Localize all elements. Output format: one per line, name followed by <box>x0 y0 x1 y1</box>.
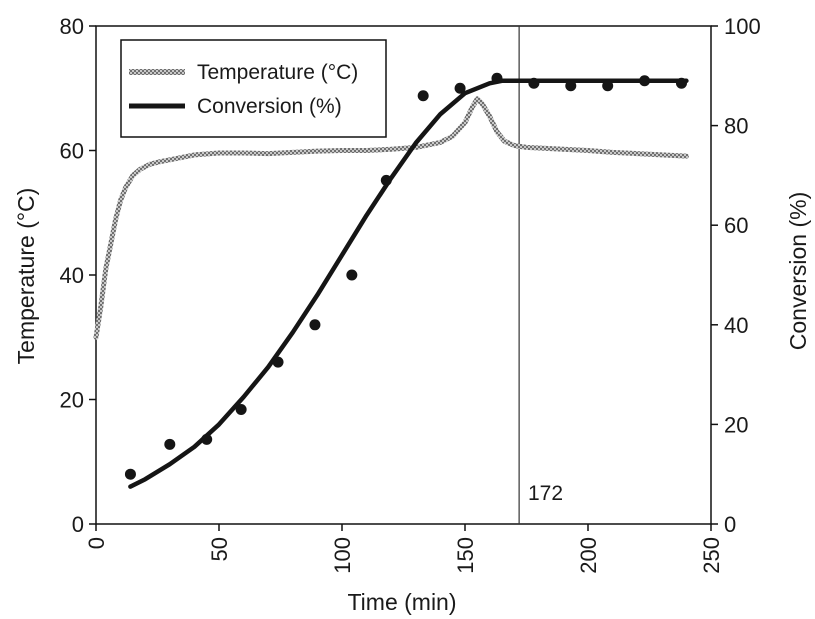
conversion-data-point <box>346 269 358 281</box>
conversion-fit-line <box>128 78 689 489</box>
legend-box <box>120 39 387 138</box>
x-tick-label: 150 <box>453 537 478 574</box>
y-left-tick-label: 0 <box>72 512 84 537</box>
conversion-data-point <box>201 433 213 445</box>
x-tick-label: 200 <box>576 537 601 574</box>
x-tick-label: 50 <box>207 537 232 561</box>
y-left-tick-label: 40 <box>60 263 84 288</box>
legend-label-temperature: Temperature (°C) <box>197 61 358 84</box>
conversion-data-point <box>417 90 429 102</box>
conversion-data-point <box>565 80 577 92</box>
conversion-data-point <box>380 174 392 186</box>
conversion-data-point <box>309 319 321 331</box>
legend-label-conversion: Conversion (%) <box>197 95 342 118</box>
x-tick-label: 100 <box>330 537 355 574</box>
y-left-tick-label: 20 <box>60 388 84 413</box>
series-group <box>93 72 689 489</box>
conversion-data-point <box>164 438 176 450</box>
conversion-data-point <box>639 75 651 87</box>
conversion-data-point <box>272 356 284 368</box>
conversion-data-point <box>528 77 540 89</box>
y-right-axis-title: Conversion (%) <box>785 192 811 351</box>
conversion-data-point <box>602 80 614 92</box>
legend-swatch-temperature <box>129 69 185 75</box>
conversion-data-point <box>124 468 136 480</box>
y-right-tick-label: 80 <box>724 114 748 139</box>
annotation-label: 172 <box>528 482 563 505</box>
y-right-tick-label: 0 <box>724 512 736 537</box>
conversion-data-point <box>235 403 247 415</box>
y-right-ticks: 0 20 40 60 80 100 <box>711 14 761 537</box>
conversion-data-point <box>454 82 466 94</box>
y-left-axis-title: Temperature (°C) <box>13 188 39 365</box>
conversion-data-point <box>675 77 687 89</box>
x-ticks: 0 50 100 150 200 250 <box>84 524 724 574</box>
y-right-tick-label: 40 <box>724 313 748 338</box>
y-right-tick-label: 60 <box>724 213 748 238</box>
y-left-tick-label: 80 <box>60 14 84 39</box>
y-left-tick-label: 60 <box>60 139 84 164</box>
x-tick-label: 0 <box>84 537 109 549</box>
y-right-tick-label: 20 <box>724 412 748 437</box>
x-axis-title: Time (min) <box>347 589 456 615</box>
temperature-line <box>93 96 689 340</box>
y-right-tick-label: 100 <box>724 14 761 39</box>
y-left-ticks: 0 20 40 60 80 <box>60 14 96 537</box>
legend: Temperature (°C) Conversion (%) <box>120 39 387 138</box>
conversion-data-point <box>491 72 503 84</box>
x-tick-label: 250 <box>699 537 724 574</box>
